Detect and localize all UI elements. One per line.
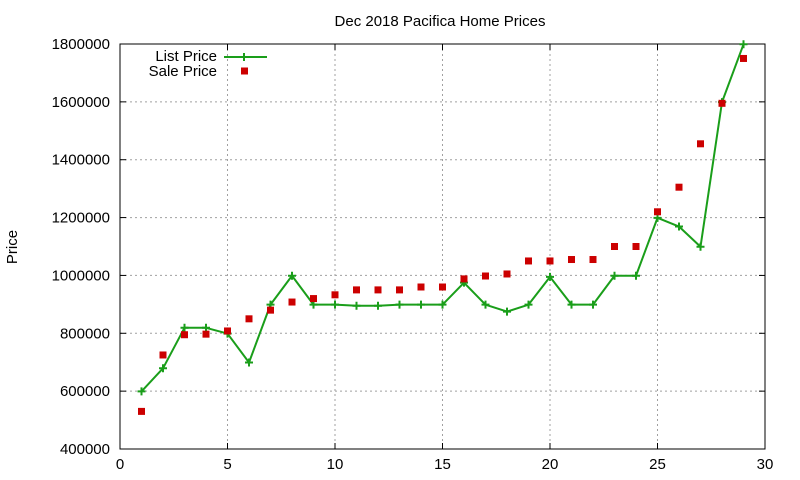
list-price-point: [739, 40, 748, 49]
list-price-point: [481, 300, 490, 309]
sale-price-point: [267, 306, 274, 314]
legend-marker-sale-price: [241, 67, 248, 75]
x-tick-label: 5: [223, 456, 231, 473]
chart-title: Dec 2018 Pacifica Home Prices: [335, 13, 546, 30]
y-tick-label: 1400000: [52, 152, 110, 169]
list-price-point: [610, 271, 619, 280]
sale-price-point: [632, 243, 640, 250]
x-tick-label: 15: [434, 456, 451, 473]
legend-label-list-price: List Price: [155, 48, 217, 65]
y-tick-label: 600000: [60, 383, 110, 400]
sale-price-point: [675, 183, 683, 191]
sale-price-point: [181, 331, 188, 339]
sale-price-point: [417, 283, 425, 291]
sale-price-point: [525, 257, 532, 265]
list-price-point: [696, 242, 705, 251]
y-axis-label: Price: [4, 230, 21, 264]
y-tick-label: 400000: [60, 441, 110, 458]
list-price-point: [202, 323, 210, 332]
y-tick-label: 1200000: [52, 210, 110, 227]
y-tick-label: 1800000: [52, 36, 110, 53]
list-price-point: [567, 300, 576, 309]
y-tick-label: 800000: [60, 325, 110, 342]
sale-price-point: [374, 286, 382, 294]
sale-price-point: [568, 256, 575, 264]
axis-ticks: 0 5 10 15 20 25 30 400000 600000 800000 1000000 120…: [52, 36, 774, 473]
list-price-point: [374, 301, 382, 310]
legend: List Price Sale Price: [149, 48, 267, 80]
list-price-point: [589, 300, 597, 309]
list-price-point: [417, 300, 425, 309]
sale-price-point: [439, 283, 446, 291]
sale-price-point: [546, 257, 554, 265]
list-price-point: [159, 364, 167, 373]
sale-price-point: [654, 208, 661, 216]
sale-price-point: [202, 330, 210, 338]
y-tick-label: 1000000: [52, 267, 110, 284]
sale-price-point: [224, 327, 231, 335]
sale-price-point: [718, 99, 726, 107]
sale-price-point: [740, 54, 747, 62]
sale-price-point: [611, 243, 618, 250]
sale-price-point: [310, 295, 317, 303]
list-price-point: [632, 271, 640, 280]
list-price-point: [395, 300, 404, 309]
x-tick-label: 20: [542, 456, 559, 473]
sale-price-point: [697, 140, 704, 148]
sale-price-point: [245, 315, 253, 323]
y-tick-label: 1600000: [52, 94, 110, 111]
sale-price-point: [482, 272, 489, 280]
sale-price-point: [589, 256, 597, 264]
list-price-point: [180, 323, 189, 332]
list-price-point: [438, 300, 447, 309]
sale-price-point: [288, 298, 296, 306]
x-tick-label: 25: [649, 456, 666, 473]
legend-marker-list-price: [240, 53, 248, 61]
list-price-point: [352, 301, 361, 310]
sale-price-point: [138, 407, 145, 415]
list-price-point: [503, 307, 511, 316]
list-price-point: [331, 300, 339, 309]
sale-price-point: [159, 351, 167, 359]
list-price-point: [245, 358, 253, 367]
list-price-point: [524, 300, 533, 309]
list-price-point: [675, 222, 683, 231]
sale-price-point: [396, 286, 403, 294]
sale-price-point: [331, 291, 339, 299]
sale-price-point: [503, 270, 511, 278]
x-tick-label: 10: [327, 456, 344, 473]
legend-label-sale-price: Sale Price: [149, 63, 217, 80]
list-price-point: [546, 272, 554, 281]
sale-price-point: [353, 286, 360, 294]
list-price-point: [288, 271, 296, 280]
x-tick-label: 30: [757, 456, 774, 473]
list-price-point: [137, 387, 146, 396]
x-tick-label: 0: [116, 456, 124, 473]
sale-price-point: [460, 275, 468, 283]
data-series: [137, 40, 748, 415]
